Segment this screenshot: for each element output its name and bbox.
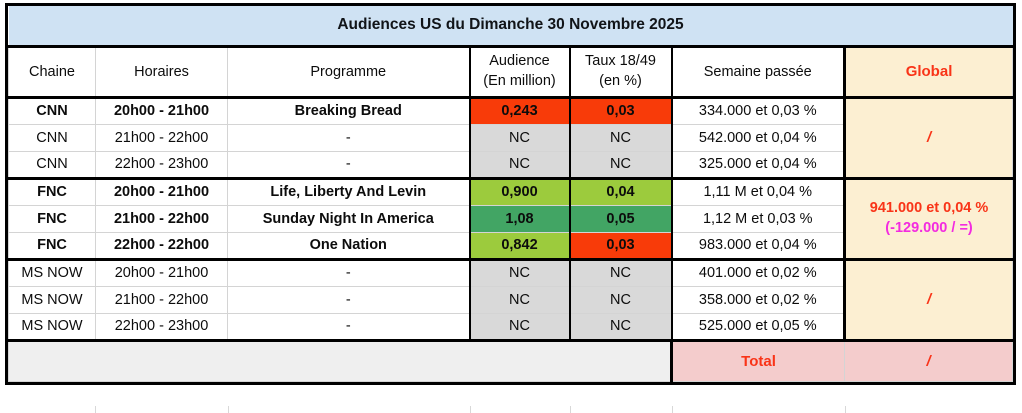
table-row: MS NOW 22h00 - 23h00 - NC NC 525.000 et … (8, 312, 1013, 341)
cell-chaine: MS NOW (8, 312, 96, 341)
col-header-programme: Programme (227, 44, 470, 98)
cell-horaires: 22h00 - 22h00 (95, 231, 228, 260)
cell-taux: NC (569, 312, 673, 341)
gridline-tick (845, 406, 846, 413)
cell-programme: Sunday Night In America (227, 204, 470, 233)
table-row: MS NOW 21h00 - 22h00 - NC NC 358.000 et … (8, 285, 1013, 314)
gridline-tick (672, 406, 673, 413)
cell-programme: - (227, 285, 470, 314)
cell-horaires: 21h00 - 22h00 (95, 285, 228, 314)
cell-horaires: 20h00 - 21h00 (95, 176, 228, 206)
cell-semaine: 542.000 et 0,04 % (671, 123, 845, 152)
cell-programme: - (227, 123, 470, 152)
audience-table: Audiences US du Dimanche 30 Novembre 202… (5, 3, 1017, 385)
cell-taux: NC (569, 123, 673, 152)
cell-semaine: 525.000 et 0,05 % (671, 312, 845, 341)
cell-semaine: 325.000 et 0,04 % (671, 150, 845, 179)
table-row: CNN 22h00 - 23h00 - NC NC 325.000 et 0,0… (8, 150, 1013, 179)
cell-chaine: MS NOW (8, 285, 96, 314)
col-header-global: Global (842, 44, 1014, 98)
cell-horaires: 21h00 - 22h00 (95, 204, 228, 233)
cell-audience: 0,900 (468, 176, 571, 206)
title-row: Audiences US du Dimanche 30 Novembre 202… (8, 6, 1013, 46)
cell-audience: 0,243 (468, 95, 571, 125)
cell-audience: NC (468, 123, 571, 152)
table-title: Audiences US du Dimanche 30 Novembre 202… (8, 6, 1013, 46)
cell-programme: - (227, 312, 470, 341)
table-row: MS NOW 20h00 - 21h00 - NC NC 401.000 et … (8, 257, 1014, 341)
cell-chaine: MS NOW (8, 257, 96, 287)
cell-chaine: CNN (8, 150, 96, 179)
global-fnc-delta: (-129.000 / =) (885, 219, 973, 236)
cell-horaires: 20h00 - 21h00 (95, 257, 228, 287)
total-row: Total / (8, 338, 1014, 382)
cell-chaine: FNC (8, 231, 96, 260)
cell-taux: 0,05 (569, 204, 673, 233)
col-header-audience: Audience (En million) (468, 44, 571, 98)
gridline-tick (570, 406, 571, 413)
col-header-taux: Taux 18/49 (en %) (569, 44, 673, 98)
cell-audience: NC (468, 285, 571, 314)
cell-semaine: 1,12 M et 0,03 % (671, 204, 845, 233)
cell-programme: Breaking Bread (227, 95, 470, 125)
cell-taux: 0,03 (569, 231, 673, 260)
cell-chaine: CNN (8, 123, 96, 152)
gridline-tick (228, 406, 229, 413)
cell-taux: 0,03 (569, 95, 673, 125)
table-row: FNC 22h00 - 22h00 One Nation 0,842 0,03 … (8, 231, 1013, 260)
gridline-tick (470, 406, 471, 413)
table-row: CNN 21h00 - 22h00 - NC NC 542.000 et 0,0… (8, 123, 1013, 152)
cell-taux: 0,04 (569, 176, 673, 206)
col-header-chaine: Chaine (8, 44, 96, 98)
cell-horaires: 21h00 - 22h00 (95, 123, 228, 152)
cell-semaine: 983.000 et 0,04 % (671, 231, 845, 260)
cell-semaine: 334.000 et 0,03 % (671, 95, 845, 125)
global-cell-msnow: / (842, 257, 1014, 341)
cell-audience: NC (468, 150, 571, 179)
gridline-tick (95, 406, 96, 413)
cell-semaine: 401.000 et 0,02 % (671, 257, 845, 287)
cell-semaine: 358.000 et 0,02 % (671, 285, 845, 314)
global-fnc-value: 941.000 et 0,04 % (869, 199, 989, 216)
cell-semaine: 1,11 M et 0,04 % (671, 176, 845, 206)
cell-horaires: 22h00 - 23h00 (95, 150, 228, 179)
table-row: FNC 20h00 - 21h00 Life, Liberty And Levi… (8, 176, 1014, 260)
table-row: CNN 20h00 - 21h00 Breaking Bread 0,243 0… (8, 95, 1014, 179)
cell-chaine: FNC (8, 176, 96, 206)
cell-audience: 0,842 (468, 231, 571, 260)
cell-taux: NC (569, 257, 673, 287)
global-cell-cnn: / (842, 95, 1014, 179)
global-cell-fnc: 941.000 et 0,04 % (-129.000 / =) (842, 176, 1014, 260)
cell-chaine: FNC (8, 204, 96, 233)
col-header-horaires: Horaires (95, 44, 228, 98)
cell-audience: NC (468, 312, 571, 341)
cell-audience: 1,08 (468, 204, 571, 233)
cell-taux: NC (569, 150, 673, 179)
total-global: / (843, 338, 1014, 382)
cell-programme: - (227, 257, 470, 287)
cell-programme: - (227, 150, 470, 179)
cell-programme: One Nation (227, 231, 470, 260)
cell-taux: NC (569, 285, 673, 314)
col-header-semaine: Semaine passée (671, 44, 845, 98)
footer-empty-cell (8, 338, 673, 382)
cell-chaine: CNN (8, 95, 96, 125)
header-row: Chaine Horaires Programme Audience (En m… (8, 44, 1014, 98)
total-label: Total (671, 338, 845, 382)
cell-audience: NC (468, 257, 571, 287)
cell-programme: Life, Liberty And Levin (227, 176, 470, 206)
cell-horaires: 20h00 - 21h00 (95, 95, 228, 125)
cell-horaires: 22h00 - 23h00 (95, 312, 228, 341)
